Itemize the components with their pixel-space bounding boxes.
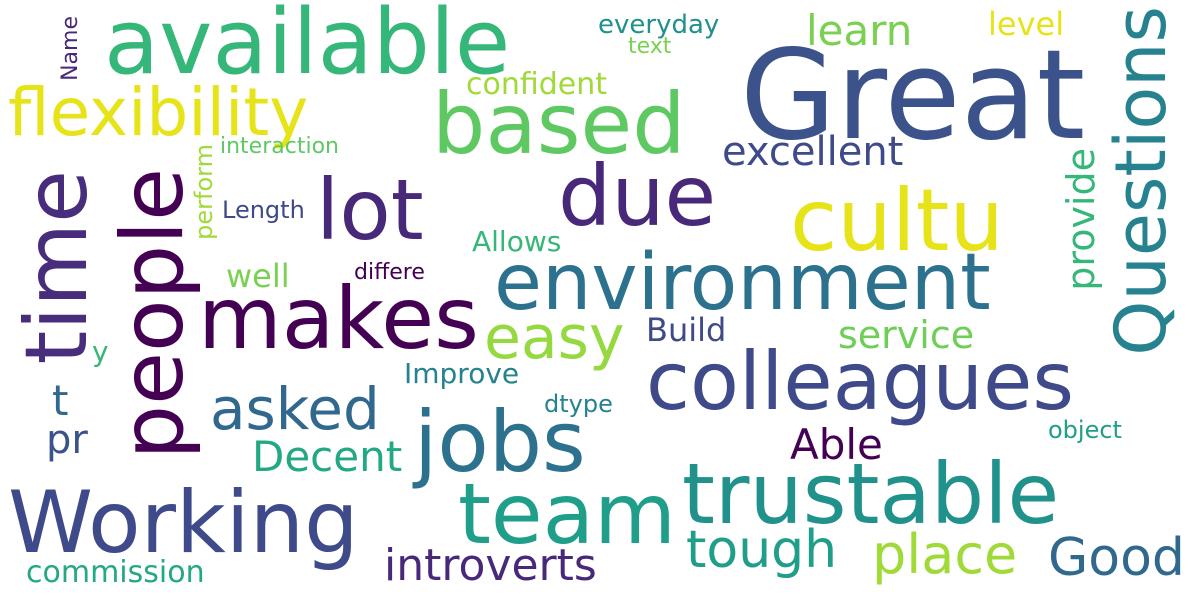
word-service: service xyxy=(838,313,975,357)
word-everyday: everyday xyxy=(598,10,720,40)
word-environment: environment xyxy=(494,238,991,328)
word-perform: perform xyxy=(190,144,218,240)
word-tough: tough xyxy=(686,520,838,580)
word-flexibility: flexibility xyxy=(8,74,309,151)
word-team: team xyxy=(458,465,676,563)
word-pr: pr xyxy=(46,417,88,463)
word-easy: easy xyxy=(484,303,625,373)
word-time: time xyxy=(7,170,107,365)
word-object: object xyxy=(1048,416,1122,444)
word-lot: lot xyxy=(316,161,424,259)
word-people: people xyxy=(103,168,203,460)
word-dtype: dtype xyxy=(544,390,613,418)
word-improve: Improve xyxy=(404,357,520,390)
word-length: Length xyxy=(222,196,305,224)
word-working: Working xyxy=(8,473,359,573)
word-differe: differe xyxy=(354,260,425,285)
word-decent: Decent xyxy=(252,432,403,481)
word-well: well xyxy=(226,257,290,295)
word-makes: makes xyxy=(198,269,479,369)
word-learn: learn xyxy=(806,6,913,55)
word-commission: commission xyxy=(26,555,205,590)
word-cultu: cultu xyxy=(790,171,1004,271)
word-name: Name xyxy=(58,16,83,81)
word-questions: Questions xyxy=(1100,6,1182,356)
word-place: place xyxy=(872,523,1018,586)
word-good: Good xyxy=(1048,528,1185,588)
word-text: text xyxy=(628,34,672,59)
word-asked: asked xyxy=(210,375,380,443)
word-allows: Allows xyxy=(472,225,562,258)
word-able: Able xyxy=(790,420,883,469)
word-great: Great xyxy=(740,24,1086,168)
word-due: due xyxy=(558,147,717,245)
word-interaction: interaction xyxy=(220,134,339,159)
word-y: y xyxy=(92,335,109,368)
word-trustable: trustable xyxy=(682,445,1060,543)
word-based: based xyxy=(432,75,686,173)
word-colleagues: colleagues xyxy=(646,335,1075,428)
word-excellent: excellent xyxy=(722,129,904,175)
word-jobs: jobs xyxy=(414,393,586,491)
word-confident: confident xyxy=(466,67,608,102)
word-provide: provide xyxy=(1059,148,1103,291)
word-available: available xyxy=(104,0,511,95)
word-build: Build xyxy=(646,311,727,349)
word-level: level xyxy=(988,5,1065,43)
word-introverts: introverts xyxy=(384,540,597,591)
word-t: t xyxy=(52,376,69,425)
